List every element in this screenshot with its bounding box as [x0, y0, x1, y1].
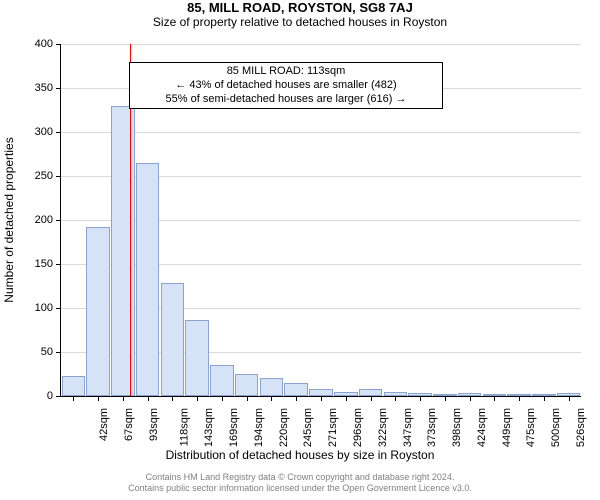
- y-tick-label: 300: [35, 126, 61, 138]
- histogram-bar: [284, 383, 308, 396]
- x-tick: [470, 396, 471, 401]
- histogram-bar: [185, 320, 209, 396]
- x-axis-label: Distribution of detached houses by size …: [0, 448, 600, 462]
- x-tick-label: 220sqm: [278, 408, 290, 447]
- y-tick-label: 250: [35, 170, 61, 182]
- x-tick-label: 67sqm: [123, 408, 135, 441]
- annotation-line2: ← 43% of detached houses are smaller (48…: [136, 79, 436, 93]
- y-tick-label: 200: [35, 214, 61, 226]
- x-tick-label: 93sqm: [148, 408, 160, 441]
- histogram-bar: [136, 163, 160, 396]
- x-tick: [73, 396, 74, 401]
- histogram-bar: [359, 389, 383, 396]
- histogram-bar: [235, 374, 259, 396]
- histogram-bar: [309, 389, 333, 396]
- x-tick-label: 143sqm: [204, 408, 216, 447]
- x-tick: [346, 396, 347, 401]
- y-tick-label: 50: [41, 346, 61, 358]
- x-tick: [148, 396, 149, 401]
- x-tick-label: 271sqm: [327, 408, 339, 447]
- annotation-line1: 85 MILL ROAD: 113sqm: [136, 65, 436, 79]
- x-tick-label: 322sqm: [377, 408, 389, 447]
- x-tick: [445, 396, 446, 401]
- annotation-box: 85 MILL ROAD: 113sqm ← 43% of detached h…: [129, 62, 443, 109]
- gridline: [61, 44, 581, 45]
- annotation-line3: 55% of semi-detached houses are larger (…: [136, 93, 436, 107]
- chart-container: { "header": { "title": "85, MILL ROAD, R…: [0, 0, 600, 500]
- histogram-bar: [210, 365, 234, 396]
- y-axis-label: Number of detached properties: [2, 137, 16, 302]
- x-tick: [123, 396, 124, 401]
- x-tick: [197, 396, 198, 401]
- histogram-bar: [111, 106, 135, 396]
- x-tick-label: 347sqm: [402, 408, 414, 447]
- x-tick-label: 42sqm: [98, 408, 110, 441]
- plot-area: 05010015020025030035040042sqm67sqm93sqm1…: [60, 44, 581, 397]
- page-title: 85, MILL ROAD, ROYSTON, SG8 7AJ: [0, 0, 600, 15]
- y-tick-label: 150: [35, 258, 61, 270]
- footer-line1: Contains HM Land Registry data © Crown c…: [0, 472, 600, 483]
- histogram-bar: [260, 378, 284, 396]
- x-tick: [98, 396, 99, 401]
- x-tick: [420, 396, 421, 401]
- x-tick-label: 118sqm: [178, 408, 190, 446]
- x-tick-label: 500sqm: [550, 408, 562, 447]
- x-tick: [222, 396, 223, 401]
- x-tick: [172, 396, 173, 401]
- y-tick-label: 400: [35, 38, 61, 50]
- x-tick-label: 475sqm: [525, 408, 537, 447]
- x-tick-label: 526sqm: [575, 408, 587, 447]
- x-tick-label: 398sqm: [451, 408, 463, 447]
- histogram-bar: [161, 283, 185, 396]
- x-tick-label: 424sqm: [476, 408, 488, 447]
- x-tick: [569, 396, 570, 401]
- x-tick: [371, 396, 372, 401]
- x-tick: [247, 396, 248, 401]
- histogram-bar: [86, 227, 110, 396]
- x-tick: [544, 396, 545, 401]
- gridline: [61, 132, 581, 133]
- footer-line2: Contains public sector information licen…: [0, 483, 600, 494]
- x-tick: [494, 396, 495, 401]
- x-tick: [321, 396, 322, 401]
- x-tick-label: 373sqm: [426, 408, 438, 447]
- x-tick: [271, 396, 272, 401]
- x-tick-label: 194sqm: [253, 408, 265, 447]
- x-tick: [519, 396, 520, 401]
- footer-attribution: Contains HM Land Registry data © Crown c…: [0, 472, 600, 494]
- x-tick-label: 169sqm: [228, 408, 240, 447]
- y-tick-label: 100: [35, 302, 61, 314]
- x-tick-label: 245sqm: [303, 408, 315, 447]
- y-tick-label: 350: [35, 82, 61, 94]
- x-tick: [296, 396, 297, 401]
- histogram-bar: [62, 376, 86, 396]
- x-tick-label: 296sqm: [352, 408, 364, 447]
- x-tick: [395, 396, 396, 401]
- y-tick-label: 0: [47, 390, 61, 402]
- x-tick-label: 449sqm: [501, 408, 513, 447]
- chart-subtitle: Size of property relative to detached ho…: [0, 15, 600, 29]
